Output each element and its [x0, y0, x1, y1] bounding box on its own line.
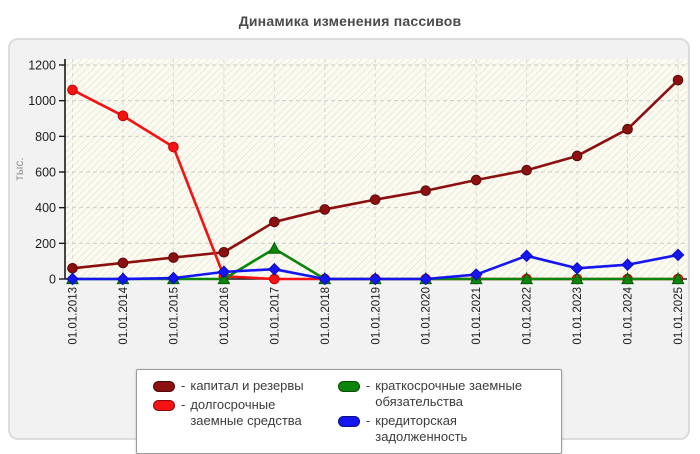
series-0-marker — [168, 252, 179, 263]
series-1-marker — [269, 273, 280, 285]
series-0-marker — [672, 74, 684, 86]
legend-column-1: - капитал и резервы - долгосрочные заемные … — [153, 378, 320, 445]
y-axis-title: тыс. — [12, 157, 26, 180]
series-3-marker — [419, 272, 433, 286]
legend-item-0: - капитал и резервы — [153, 378, 320, 394]
series-0-marker — [420, 185, 432, 197]
y-tick-label: 600 — [35, 166, 56, 180]
x-tick-label: 01.01.2019 — [370, 287, 382, 345]
legend-swatch-icon — [337, 416, 360, 427]
y-tick-label: 200 — [35, 237, 56, 251]
x-tick-label: 01.01.2016 — [219, 287, 231, 345]
series-1-marker — [67, 84, 78, 96]
series-0-marker — [319, 204, 331, 215]
x-tick-label: 01.01.2021 — [471, 287, 483, 345]
series-3-marker — [167, 271, 180, 285]
chart-panel: 0 200 400 600 800 1000 1200 01.01.2013 01.01.201… — [8, 38, 690, 440]
legend-item-3: - кредиторская задолженность — [337, 413, 549, 445]
y-tick-label: 1200 — [28, 59, 56, 73]
series-0-marker — [117, 257, 129, 269]
legend-swatch-icon — [153, 381, 175, 392]
series-2-marker — [520, 271, 534, 285]
y-tick-label: 1000 — [28, 94, 56, 108]
series-0-marker — [369, 194, 381, 205]
x-tick-label: 01.01.2024 — [623, 286, 635, 344]
series-3-marker — [520, 249, 533, 263]
series-3-marker — [469, 268, 483, 281]
x-tick-label: 01.01.2025 — [673, 287, 685, 345]
series-2-marker — [217, 271, 231, 285]
y-tick-label: 0 — [49, 273, 56, 287]
x-tick-label: 01.01.2014 — [118, 286, 130, 344]
series-3-marker — [368, 272, 382, 286]
series-3-marker — [66, 272, 79, 286]
series-0-marker — [470, 174, 482, 186]
legend-dash: - — [365, 413, 371, 428]
series-2-marker — [570, 271, 584, 285]
series-3-marker — [217, 265, 231, 279]
series-0-marker — [622, 123, 633, 135]
legend-label: кредиторская задолженность — [375, 413, 468, 444]
plot-hatch — [65, 59, 687, 279]
y-tick-label: 800 — [35, 130, 56, 144]
series-0-marker — [218, 246, 230, 258]
series-2-marker — [671, 271, 685, 285]
plot-area: 0 200 400 600 800 1000 1200 01.01.2013 01.01.201… — [12, 59, 687, 345]
series-1-marker — [117, 110, 129, 122]
series-3-marker — [116, 272, 130, 286]
series-0-marker — [571, 150, 583, 162]
legend-item-1: - долгосрочные заемные средства — [153, 397, 320, 429]
legend-item-2: - краткосрочные заемные обязательства — [337, 378, 549, 410]
series-3-marker — [621, 258, 634, 272]
x-tick-label: 01.01.2015 — [168, 287, 180, 345]
legend-dash: - — [365, 378, 371, 393]
legend-label: долгосрочные заемные средства — [190, 397, 302, 428]
legend-swatch-icon — [153, 400, 175, 411]
legend: - капитал и резервы - долгосрочные заемные … — [136, 369, 562, 454]
legend-swatch-icon — [337, 381, 360, 392]
x-tick-label: 01.01.2023 — [572, 287, 584, 345]
series-3-marker — [318, 272, 332, 286]
series-3-marker — [268, 262, 281, 276]
legend-label: краткосрочные заемные обязательства — [375, 378, 523, 409]
series-2-marker — [621, 271, 634, 285]
x-tick-label: 01.01.2022 — [522, 287, 534, 345]
series-3-marker — [671, 248, 685, 262]
chart-title: Динамика изменения пассивов — [238, 13, 462, 29]
series-0-marker — [269, 216, 280, 228]
x-tick-label: 01.01.2017 — [269, 287, 281, 345]
series-1-marker — [168, 141, 179, 153]
y-tick-label: 400 — [35, 201, 56, 215]
legend-dash: - — [181, 397, 186, 412]
series-0-marker — [521, 164, 532, 176]
x-tick-label: 01.01.2013 — [68, 287, 80, 345]
legend-label: капитал и резервы — [190, 378, 304, 393]
series-2-marker — [267, 241, 281, 254]
legend-dash: - — [181, 378, 186, 393]
series-3-marker — [570, 261, 584, 275]
legend-column-2: - краткосрочные заемные обязательства - кре… — [337, 378, 549, 445]
x-tick-label: 01.01.2018 — [320, 287, 332, 345]
x-tick-label: 01.01.2020 — [421, 287, 433, 345]
series-0-marker — [67, 263, 78, 274]
